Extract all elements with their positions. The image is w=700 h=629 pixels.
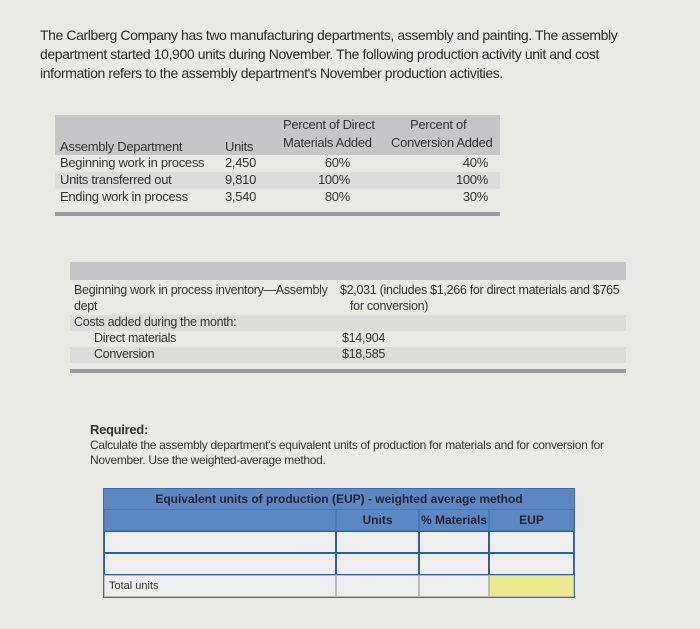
- beginning-wip-label: Beginning work in process inventory—Asse…: [74, 283, 328, 297]
- row-units: 2,450: [225, 155, 257, 170]
- required-title: Required:: [90, 422, 148, 437]
- problem-intro: The Carlberg Company has two manufacturi…: [40, 27, 618, 81]
- header-materials-l1: Percent of Direct: [283, 117, 375, 132]
- production-row: Beginning work in process 2,450 60% 40%: [55, 155, 500, 172]
- row-materials: 100%: [317, 172, 350, 187]
- divider: [55, 212, 500, 216]
- production-row: Ending work in process 3,540 80% 30%: [55, 189, 500, 206]
- row-materials: 80%: [324, 189, 350, 204]
- production-table: Assembly Department Units Percent of Dir…: [55, 115, 500, 216]
- materials-input[interactable]: [419, 531, 489, 553]
- total-eup-input[interactable]: [489, 575, 574, 597]
- cost-table-header: [70, 262, 626, 280]
- label-select[interactable]: [104, 531, 336, 553]
- required-section: Required: Calculate the assembly departm…: [90, 422, 610, 468]
- beginning-wip-label-2: dept: [74, 299, 98, 313]
- beginning-wip-value: $2,031 (includes $1,266 for direct mater…: [340, 283, 620, 297]
- direct-materials-label: Direct materials: [94, 331, 177, 345]
- production-row: Units transferred out 9,810 100% 100%: [55, 172, 500, 189]
- materials-input[interactable]: [419, 553, 489, 575]
- header-conversion-l2: Conversion Added: [391, 135, 493, 150]
- row-units: 3,540: [225, 189, 257, 204]
- required-text: Calculate the assembly department's equi…: [90, 438, 604, 467]
- header-conversion-l1: Percent of: [410, 117, 467, 132]
- divider: [70, 369, 626, 373]
- conversion-value: $18,585: [342, 347, 386, 361]
- row-conversion: 30%: [462, 189, 488, 204]
- header-materials-l2: Materials Added: [283, 135, 372, 150]
- row-label: Units transferred out: [60, 172, 172, 187]
- label-select[interactable]: [104, 553, 336, 575]
- total-materials-cell: [419, 575, 489, 597]
- row-label: Ending work in process: [60, 189, 188, 204]
- col-eup: EUP: [489, 509, 574, 531]
- eup-title: Equivalent units of production (EUP) - w…: [104, 489, 574, 509]
- eup-row: [104, 531, 574, 553]
- row-units: 9,810: [225, 172, 257, 187]
- eup-input[interactable]: [489, 553, 574, 575]
- header-department: Assembly Department: [60, 139, 183, 154]
- eup-header-row: Units % Materials EUP: [104, 509, 574, 531]
- cost-table: Beginning work in process inventory—Asse…: [70, 262, 626, 373]
- conversion-label: Conversion: [94, 347, 155, 361]
- eup-input[interactable]: [489, 531, 574, 553]
- eup-row: [104, 553, 574, 575]
- direct-materials-value: $14,904: [342, 331, 386, 345]
- costs-added-label: Costs added during the month:: [74, 315, 237, 329]
- eup-total-row: Total units: [104, 575, 574, 597]
- row-label: Beginning work in process: [60, 155, 205, 170]
- total-units-label: Total units: [104, 575, 336, 597]
- col-label: [104, 509, 336, 531]
- col-units: Units: [336, 509, 419, 531]
- row-materials: 60%: [324, 155, 350, 170]
- units-input[interactable]: [336, 553, 419, 575]
- beginning-wip-value-2: for conversion): [350, 299, 429, 313]
- units-input[interactable]: [336, 531, 419, 553]
- row-conversion: 100%: [455, 172, 488, 187]
- eup-table: Equivalent units of production (EUP) - w…: [103, 488, 575, 598]
- row-conversion: 40%: [462, 155, 488, 170]
- col-materials: % Materials: [419, 509, 489, 531]
- header-units: Units: [225, 139, 254, 154]
- production-table-header: Assembly Department Units Percent of Dir…: [55, 115, 500, 155]
- total-units-input[interactable]: [336, 575, 419, 597]
